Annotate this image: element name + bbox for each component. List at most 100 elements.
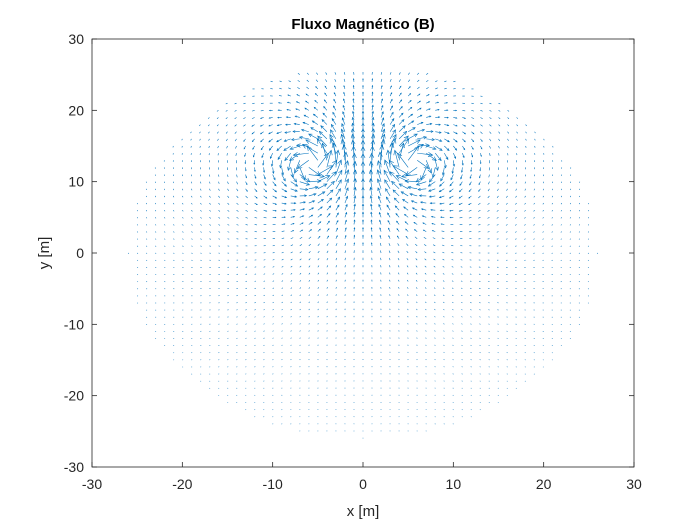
vector-shaft: [551, 210, 553, 212]
vector-shaft: [302, 144, 318, 154]
vector-shaft: [424, 280, 427, 282]
vector-arrow: [335, 257, 338, 261]
vector-shaft: [461, 316, 463, 318]
vector-shaft: [245, 323, 247, 325]
vector-arrow: [379, 227, 382, 232]
vector-arrow: [209, 181, 211, 184]
vector-arrow: [352, 160, 358, 175]
vector-shaft: [290, 265, 293, 268]
vector-head: [464, 132, 467, 135]
vector-shaft: [182, 224, 184, 226]
vector-head: [381, 104, 384, 108]
vector-arrow: [479, 402, 481, 403]
vector-shaft: [415, 272, 418, 275]
vector-shaft: [218, 224, 221, 226]
vector-head: [411, 120, 415, 124]
vector-shaft: [281, 230, 285, 232]
vector-shaft: [380, 139, 385, 154]
vector-arrow: [533, 217, 535, 219]
vector-arrow: [317, 206, 323, 211]
vector-arrow: [254, 316, 256, 318]
vector-arrow: [471, 131, 475, 135]
vector-shaft: [191, 231, 193, 233]
vector-shaft: [236, 195, 239, 199]
vector-arrow: [306, 86, 309, 90]
vector-arrow: [398, 72, 401, 75]
vector-shaft: [200, 181, 202, 184]
vector-head: [396, 228, 399, 230]
vector-shaft: [452, 373, 454, 375]
vector-arrow: [408, 133, 418, 140]
vector-head: [343, 85, 345, 87]
vector-shaft: [380, 265, 382, 268]
vector-arrow: [362, 219, 364, 225]
vector-head: [479, 176, 481, 179]
vector-arrow: [331, 142, 337, 161]
vector-arrow: [285, 123, 291, 126]
vector-arrow: [389, 123, 396, 132]
vector-shaft: [136, 210, 138, 212]
vector-arrow: [290, 294, 292, 297]
vector-head: [460, 177, 463, 180]
vector-shaft: [578, 238, 580, 240]
vector-arrow: [406, 272, 409, 275]
vector-arrow: [270, 80, 273, 83]
vector-head: [463, 140, 466, 143]
vector-arrow: [164, 238, 166, 240]
vector-head: [447, 131, 450, 134]
vector-head: [369, 186, 373, 191]
vector-arrow: [259, 131, 264, 135]
vector-arrow: [470, 380, 472, 382]
vector-arrow: [560, 224, 562, 226]
vector-head: [381, 91, 383, 94]
vector-arrow: [272, 273, 275, 275]
vector-shaft: [487, 195, 490, 199]
vector-head: [404, 213, 407, 216]
vector-shaft: [317, 272, 320, 275]
vector-arrow: [290, 230, 295, 232]
vector-arrow: [479, 359, 481, 361]
vector-shaft: [429, 195, 436, 198]
vector-shaft: [234, 117, 237, 120]
vector-shaft: [299, 265, 302, 268]
vector-arrow: [449, 209, 454, 212]
vector-arrow: [507, 131, 509, 134]
vector-shaft: [524, 217, 526, 219]
vector-arrow: [225, 131, 228, 134]
vector-shaft: [426, 87, 429, 90]
vector-arrow: [155, 252, 157, 254]
vector-arrow: [136, 231, 139, 233]
vector-arrow: [453, 138, 458, 143]
vector-shaft: [136, 245, 139, 247]
vector-shaft: [416, 308, 418, 311]
vector-shaft: [452, 316, 454, 318]
vector-arrow: [425, 287, 427, 289]
vector-shaft: [236, 231, 239, 233]
vector-shaft: [154, 195, 157, 198]
vector-shaft: [272, 273, 275, 275]
vector-arrow: [236, 174, 238, 178]
vector-arrow: [418, 194, 427, 198]
vector-arrow: [272, 259, 275, 261]
vector-head: [458, 210, 461, 212]
vector-shaft: [406, 265, 409, 268]
vector-arrow: [438, 188, 445, 193]
vector-arrow: [480, 110, 483, 112]
vector-arrow: [435, 152, 442, 162]
vector-head: [361, 110, 365, 114]
vector-arrow: [352, 98, 355, 104]
vector-arrow: [551, 195, 553, 198]
vector-head: [315, 86, 317, 88]
vector-shaft: [551, 245, 553, 247]
vector-arrow: [404, 213, 409, 218]
vector-arrow: [379, 219, 382, 225]
vector-arrow: [435, 87, 438, 90]
vector-arrow: [578, 231, 581, 233]
vector-head: [304, 194, 308, 198]
vector-shaft: [402, 199, 409, 204]
vector-head: [336, 227, 338, 230]
vector-arrow: [326, 235, 330, 239]
vector-arrow: [400, 191, 409, 197]
vector-head: [419, 201, 423, 204]
vector-shaft: [173, 245, 175, 247]
